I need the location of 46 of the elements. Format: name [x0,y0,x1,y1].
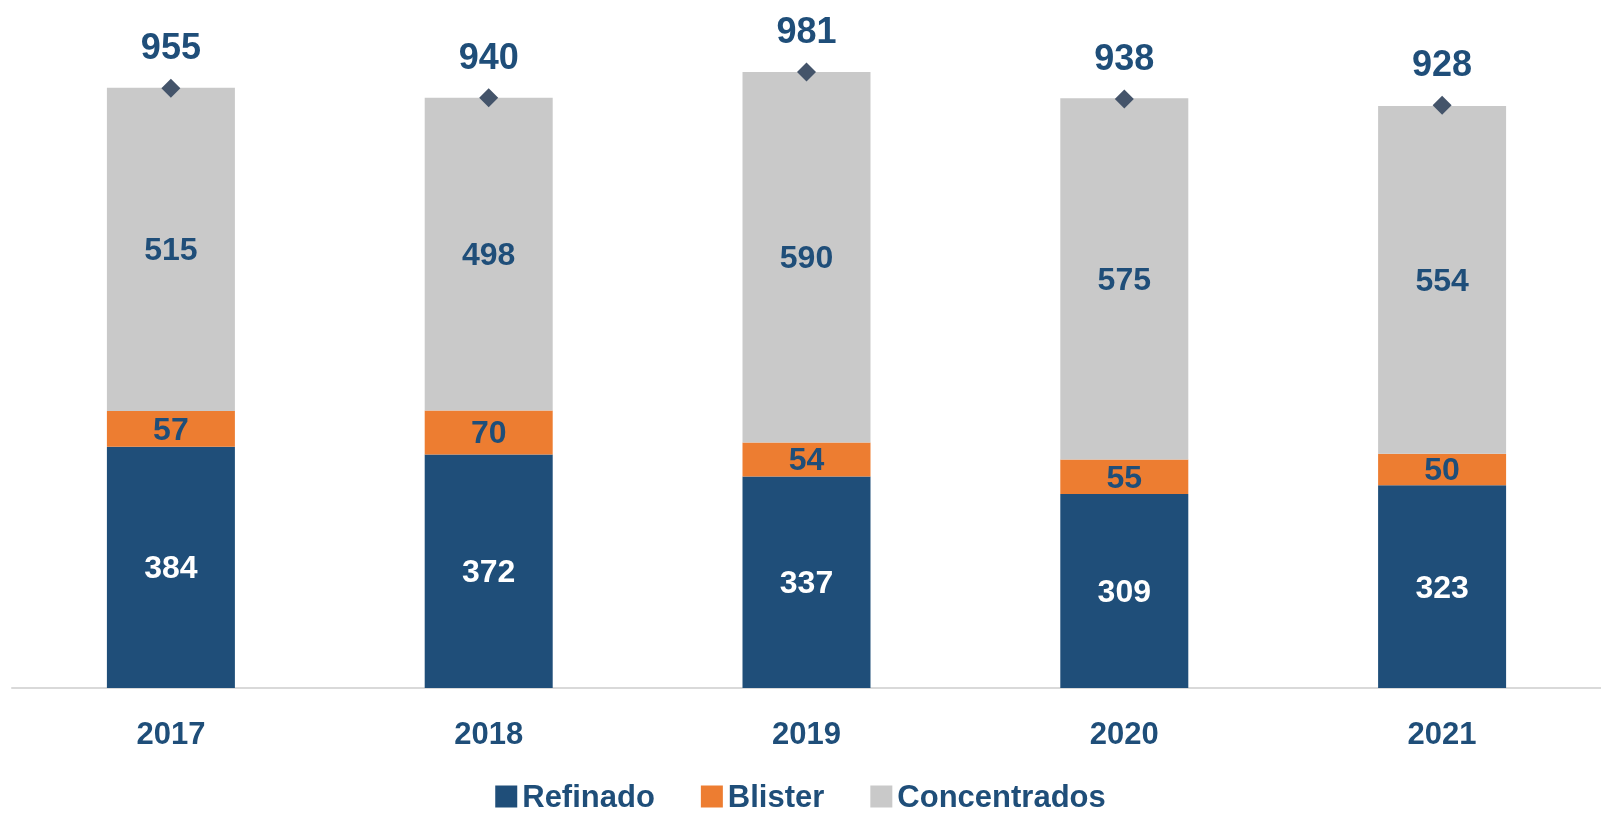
data-label: 323 [1415,568,1469,605]
bar [424,410,553,455]
x-tick-label: 2019 [772,716,841,751]
x-tick-label: 2018 [454,716,524,751]
bar [424,454,553,688]
point [161,78,181,98]
data-label: 50 [1424,451,1460,488]
data-label: 928 [1412,43,1473,85]
bar [1378,485,1507,688]
data-label: 940 [458,35,519,77]
x-tick-label: 2020 [1089,716,1159,751]
point [479,88,499,108]
x-tick-label: 2017 [136,716,206,751]
data-label: 981 [776,10,837,51]
data-label: 372 [462,553,516,590]
data-label: 590 [779,239,834,276]
data-label: 955 [140,26,201,68]
bar [1060,459,1189,494]
bar [424,97,553,411]
data-label: 337 [779,564,834,601]
bar [106,446,235,688]
data-label: 554 [1415,261,1469,298]
legend-label: Concentrados [897,779,1106,814]
data-label: 498 [462,236,516,273]
point [1114,89,1134,109]
data-label: 384 [144,549,198,586]
data-label: 54 [788,441,825,478]
bar [106,411,235,447]
data-label: 57 [153,410,189,447]
bar [1060,493,1189,688]
data-label: 70 [470,414,507,451]
point [797,62,816,82]
x-tick-label: 2021 [1407,716,1477,751]
data-label: 309 [1097,572,1151,609]
bar [1060,98,1189,460]
bar [106,87,235,412]
bar [742,72,871,443]
bar [1378,105,1507,454]
data-label: 55 [1106,458,1143,495]
point [1432,95,1452,115]
data-label: 515 [144,231,198,268]
data-label: 575 [1097,260,1151,297]
data-label: 938 [1094,37,1155,78]
legend-label: Refinado [522,779,655,814]
legend-label: Blister [727,779,825,814]
bar [742,476,871,688]
